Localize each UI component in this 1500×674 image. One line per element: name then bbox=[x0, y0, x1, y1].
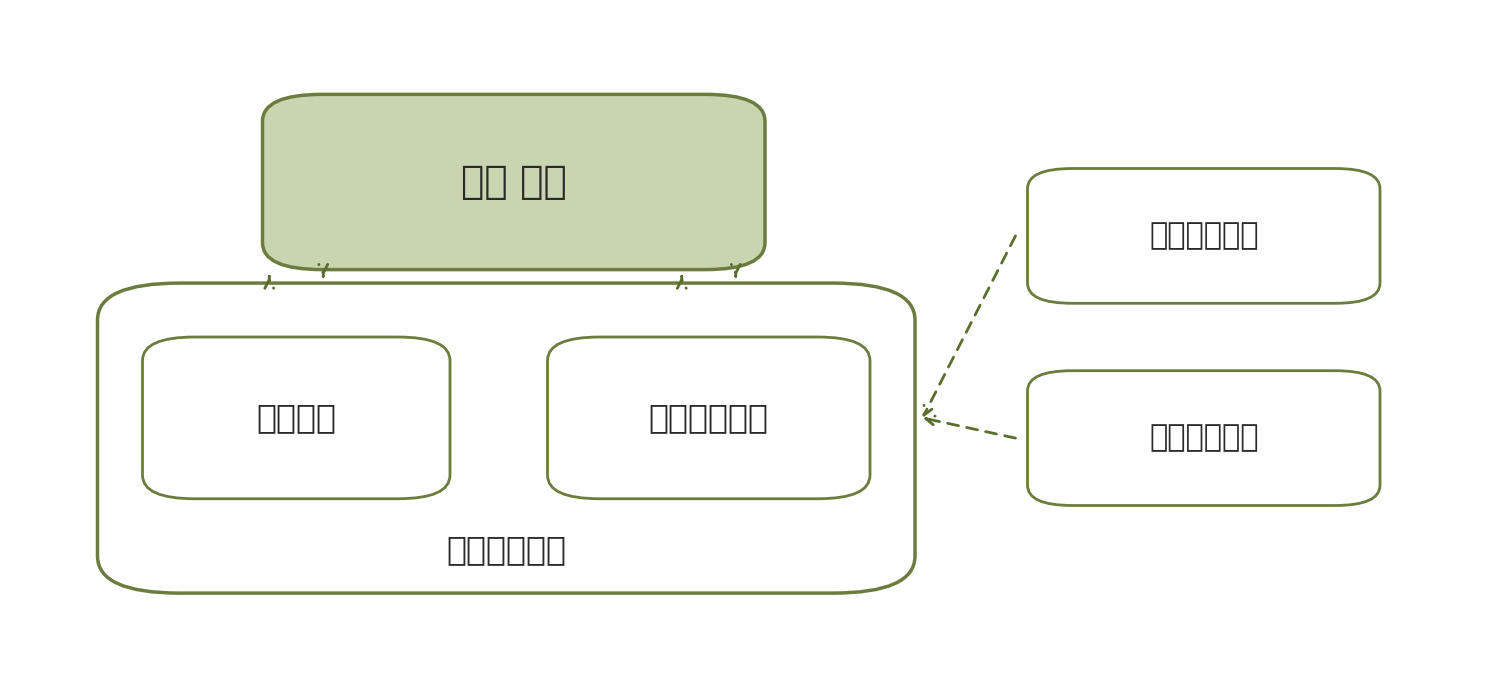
FancyBboxPatch shape bbox=[1028, 168, 1380, 303]
FancyBboxPatch shape bbox=[262, 94, 765, 270]
FancyBboxPatch shape bbox=[142, 337, 450, 499]
Text: 제어장치: 제어장치 bbox=[256, 402, 336, 434]
Text: 산술논리장치: 산술논리장치 bbox=[1149, 221, 1258, 251]
Text: 산술논리장치: 산술논리장치 bbox=[648, 402, 768, 434]
FancyBboxPatch shape bbox=[98, 283, 915, 593]
Text: 기억 장치: 기억 장치 bbox=[460, 163, 567, 201]
FancyBboxPatch shape bbox=[1028, 371, 1380, 506]
FancyBboxPatch shape bbox=[548, 337, 870, 499]
Text: 중앙처리장치: 중앙처리장치 bbox=[447, 533, 567, 565]
Text: 산술논리장치: 산술논리장치 bbox=[1149, 423, 1258, 453]
